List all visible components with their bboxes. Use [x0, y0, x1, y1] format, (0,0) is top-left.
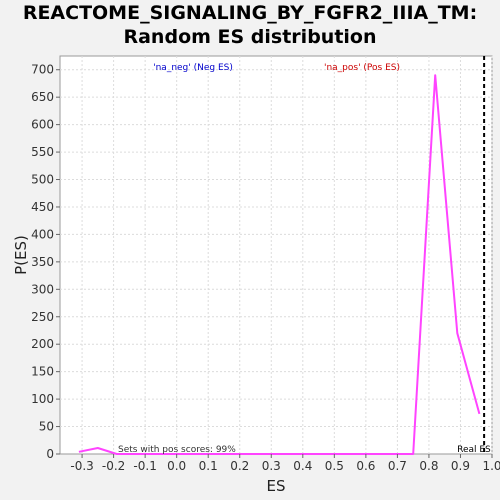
y-tick-label: 550: [31, 145, 54, 159]
y-tick-label: 50: [39, 420, 54, 434]
x-tick-label: 0.1: [199, 459, 218, 473]
x-tick-label: 0.4: [293, 459, 312, 473]
x-axis-label: ES: [267, 477, 286, 495]
y-tick-label: 0: [46, 447, 54, 461]
pos-scores-annotation: Sets with pos scores: 99%: [118, 445, 236, 455]
x-tick-label: 0.8: [419, 459, 438, 473]
y-tick-label: 200: [31, 337, 54, 351]
y-tick-label: 650: [31, 90, 54, 104]
x-tick-label: 0.9: [451, 459, 470, 473]
plot-area: [59, 55, 493, 455]
real-es-label: Real ES: [457, 445, 491, 455]
x-tick-label: -0.3: [70, 459, 93, 473]
chart-title-line-1: REACTOME_SIGNALING_BY_FGFR2_IIIA_TM:: [22, 2, 478, 24]
y-tick-label: 500: [31, 173, 54, 187]
y-tick-label: 450: [31, 200, 54, 214]
x-tick-label: 0.0: [167, 459, 186, 473]
x-tick-label: 0.6: [356, 459, 375, 473]
y-tick-label: 350: [31, 255, 54, 269]
neg-es-label: 'na_neg' (Neg ES): [153, 63, 233, 73]
x-tick-label: -0.2: [102, 459, 125, 473]
y-tick-label: 100: [31, 392, 54, 406]
x-tick-label: 0.2: [230, 459, 249, 473]
y-tick-label: 700: [31, 63, 54, 77]
y-tick-label: 400: [31, 227, 54, 241]
x-tick-label: 1.0: [482, 459, 500, 473]
y-tick-label: 300: [31, 282, 54, 296]
x-tick-label: 0.3: [262, 459, 281, 473]
pos-es-label: 'na_pos' (Pos ES): [324, 63, 400, 73]
chart-title-line-2: Random ES distribution: [123, 26, 377, 48]
y-axis-label: P(ES): [12, 235, 30, 275]
annotations: Real ES 'na_neg' (Neg ES) 'na_pos' (Pos ES…: [118, 56, 491, 455]
axes: 0 50 100 150 200 250 300 350 400 450 500 550 600 650 7…: [12, 63, 500, 495]
x-tick-label: 0.7: [388, 459, 407, 473]
x-tick-label: 0.5: [325, 459, 344, 473]
grid: [60, 56, 493, 454]
y-tick-label: 250: [31, 310, 54, 324]
y-tick-label: 600: [31, 118, 54, 132]
y-tick-label: 150: [31, 365, 54, 379]
x-tick-label: -0.1: [133, 459, 156, 473]
